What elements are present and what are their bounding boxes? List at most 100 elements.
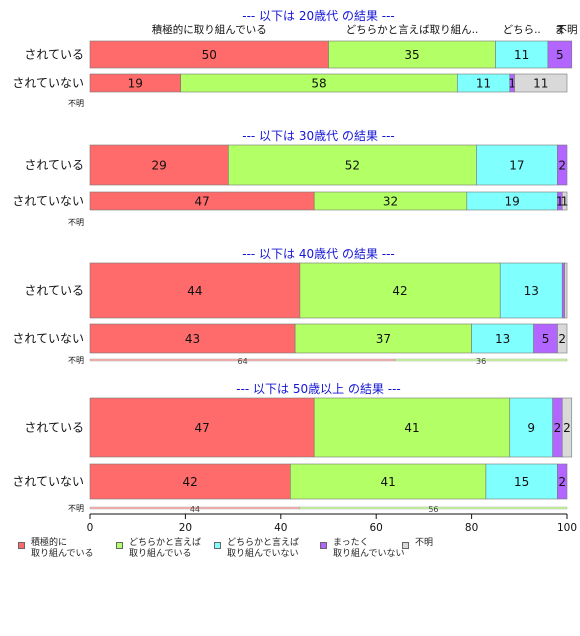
bar-value-label: 2 bbox=[563, 421, 571, 435]
bar-segment bbox=[564, 262, 568, 319]
bar-value-label: 43 bbox=[185, 332, 200, 346]
legend-swatch bbox=[402, 542, 409, 549]
unknown-bar-segment bbox=[299, 506, 568, 510]
unknown-row-label: 不明 bbox=[68, 99, 84, 108]
bar-segment bbox=[499, 262, 563, 319]
legend-label: どちらかと言えば 取り組んでいない bbox=[227, 538, 300, 559]
bar-segment bbox=[89, 262, 301, 319]
panel-title: --- 以下は 40歳代 の結果 --- bbox=[242, 247, 395, 261]
bar-value-label: 15 bbox=[514, 475, 529, 489]
bar-value-label: 19 bbox=[505, 195, 520, 209]
legend: 積極的に 取り組んでいる どちらかと言えば 取り組んでいる どちらかと言えば 取… bbox=[18, 538, 578, 578]
bar-segment bbox=[557, 144, 568, 186]
segment-header-label: 不明 bbox=[557, 24, 578, 36]
bar-value-label: 58 bbox=[311, 77, 326, 91]
bar-value-label: 11 bbox=[533, 77, 548, 91]
row-label: されていない bbox=[12, 76, 84, 90]
bar-segment bbox=[328, 40, 496, 69]
row-label: されていない bbox=[12, 194, 84, 208]
bar-value-label: 2 bbox=[558, 332, 566, 346]
x-tick-label: 60 bbox=[370, 522, 383, 534]
legend-item-inactive: まったく 取り組んでいない bbox=[320, 538, 405, 560]
bar-segment bbox=[557, 463, 568, 500]
bar-value-label: 47 bbox=[194, 421, 209, 435]
bar-value-label: 41 bbox=[380, 475, 395, 489]
row-label: されている bbox=[24, 158, 84, 172]
bar-value-label: 44 bbox=[187, 284, 202, 298]
bar-value-label: 13 bbox=[495, 332, 510, 346]
bar-value-label: 32 bbox=[383, 195, 398, 209]
x-tick-label: 0 bbox=[87, 522, 94, 534]
legend-label: 積極的に 取り組んでいる bbox=[31, 538, 94, 559]
legend-item-somewhat-active: どちらかと言えば 取り組んでいる bbox=[116, 538, 201, 560]
legend-item-somewhat-inactive: どちらかと言えば 取り組んでいない bbox=[214, 538, 299, 560]
bar-value-label: 11 bbox=[476, 77, 491, 91]
bar-value-label: 17 bbox=[509, 159, 524, 173]
bar-value-label: 41 bbox=[404, 421, 419, 435]
bar-value-label: 47 bbox=[194, 195, 209, 209]
bar-segment bbox=[495, 40, 549, 69]
unknown-value-label: 44 bbox=[190, 505, 200, 514]
unknown-row-label: 不明 bbox=[68, 356, 84, 365]
bar-segment bbox=[89, 463, 291, 500]
unknown-value-label: 56 bbox=[428, 505, 438, 514]
bar-value-label: 42 bbox=[183, 475, 198, 489]
segment-header-label: どちらかと言えば取り組ん.. bbox=[346, 23, 479, 36]
x-tick-label: 100 bbox=[557, 522, 577, 534]
bar-segment bbox=[514, 73, 568, 93]
bar-value-label: 1 bbox=[508, 77, 516, 91]
bar-segment bbox=[485, 463, 558, 500]
bar-value-label: 35 bbox=[404, 48, 419, 62]
bar-value-label: 11 bbox=[514, 48, 529, 62]
bar-segment bbox=[294, 323, 472, 354]
legend-swatch bbox=[214, 542, 221, 549]
bar-value-label: 1 bbox=[561, 195, 569, 209]
panel-title: --- 以下は 50歳以上 の結果 --- bbox=[236, 382, 401, 396]
row-label: されている bbox=[24, 284, 84, 298]
x-tick-label: 80 bbox=[465, 522, 478, 534]
bar-value-label: 42 bbox=[392, 284, 407, 298]
unknown-value-label: 64 bbox=[238, 357, 248, 366]
bar-value-label: 13 bbox=[524, 284, 539, 298]
bar-value-label: 2 bbox=[558, 159, 566, 173]
bar-segment bbox=[476, 144, 558, 186]
segment-header-label: ま bbox=[555, 24, 566, 36]
bar-value-label: 5 bbox=[556, 48, 564, 62]
legend-label: どちらかと言えば 取り組んでいる bbox=[129, 538, 202, 559]
unknown-row-label: 不明 bbox=[68, 504, 84, 513]
bar-segment bbox=[313, 397, 511, 458]
segment-header-label: 積極的に取り組んでいる bbox=[152, 23, 267, 36]
bar-segment bbox=[290, 463, 487, 500]
unknown-bar-segment bbox=[395, 358, 568, 362]
bar-segment bbox=[509, 397, 553, 458]
bar-value-label: 5 bbox=[542, 332, 550, 346]
bar-value-label: 2 bbox=[558, 475, 566, 489]
legend-label: まったく 取り組んでいない bbox=[333, 538, 405, 559]
panel-title: --- 以下は 20歳代 の結果 --- bbox=[242, 9, 395, 23]
bar-value-label: 37 bbox=[376, 332, 391, 346]
legend-item-unknown: 不明 bbox=[402, 538, 433, 549]
legend-swatch bbox=[320, 542, 327, 549]
x-tick-label: 20 bbox=[179, 522, 192, 534]
bar-value-label: 2 bbox=[554, 421, 562, 435]
panel-title: --- 以下は 30歳代 の結果 --- bbox=[242, 129, 395, 143]
bar-value-label: 52 bbox=[345, 159, 360, 173]
unknown-row-label: 不明 bbox=[68, 218, 84, 227]
legend-swatch bbox=[18, 542, 25, 549]
bar-segment bbox=[561, 397, 573, 458]
bar-value-label: 29 bbox=[152, 159, 167, 173]
bar-value-label: 1 bbox=[556, 195, 564, 209]
bar-segment bbox=[547, 40, 573, 69]
bar-segment bbox=[561, 262, 565, 319]
legend-item-active: 積極的に 取り組んでいる bbox=[18, 538, 94, 560]
bar-segment bbox=[557, 323, 568, 354]
bar-segment bbox=[89, 144, 229, 186]
bar-value-label: 9 bbox=[527, 421, 535, 435]
bar-value-label: 19 bbox=[128, 77, 143, 91]
unknown-value-label: 36 bbox=[476, 357, 486, 366]
row-label: されている bbox=[24, 48, 84, 62]
legend-label: 不明 bbox=[415, 538, 434, 548]
legend-swatch bbox=[116, 542, 123, 549]
row-label: されていない bbox=[12, 475, 84, 489]
